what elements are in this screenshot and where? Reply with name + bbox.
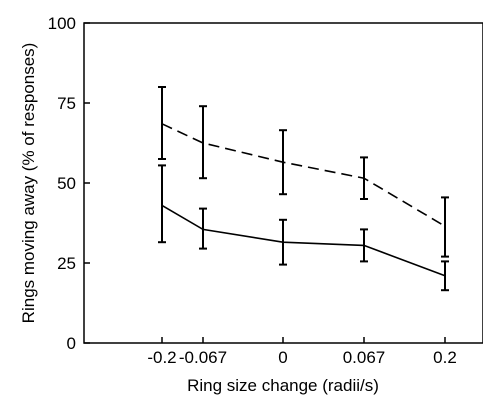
- x-axis-label: Ring size change (radii/s): [187, 376, 379, 395]
- x-axis-ticks: -0.2 -0.067 0 0.067 0.2: [147, 337, 457, 367]
- solid-series-line: [161, 204, 446, 277]
- x-tick-label: 0.2: [433, 348, 457, 367]
- x-tick-label: -0.2: [147, 348, 176, 367]
- y-tick-label: 75: [57, 94, 76, 113]
- x-tick-label: 0: [278, 348, 287, 367]
- y-tick-label: 50: [57, 174, 76, 193]
- y-axis-label: Rings moving away (% of responses): [19, 43, 38, 324]
- y-tick-label: 0: [67, 334, 76, 353]
- y-tick-label: 25: [57, 254, 76, 273]
- x-tick-label: -0.067: [179, 348, 227, 367]
- y-axis-ticks: 0 25 50 75 100: [48, 14, 90, 353]
- y-tick-label: 100: [48, 14, 76, 33]
- x-tick-label: 0.067: [343, 348, 386, 367]
- series-layer: [158, 86, 449, 292]
- dashed-series-line: [161, 123, 446, 227]
